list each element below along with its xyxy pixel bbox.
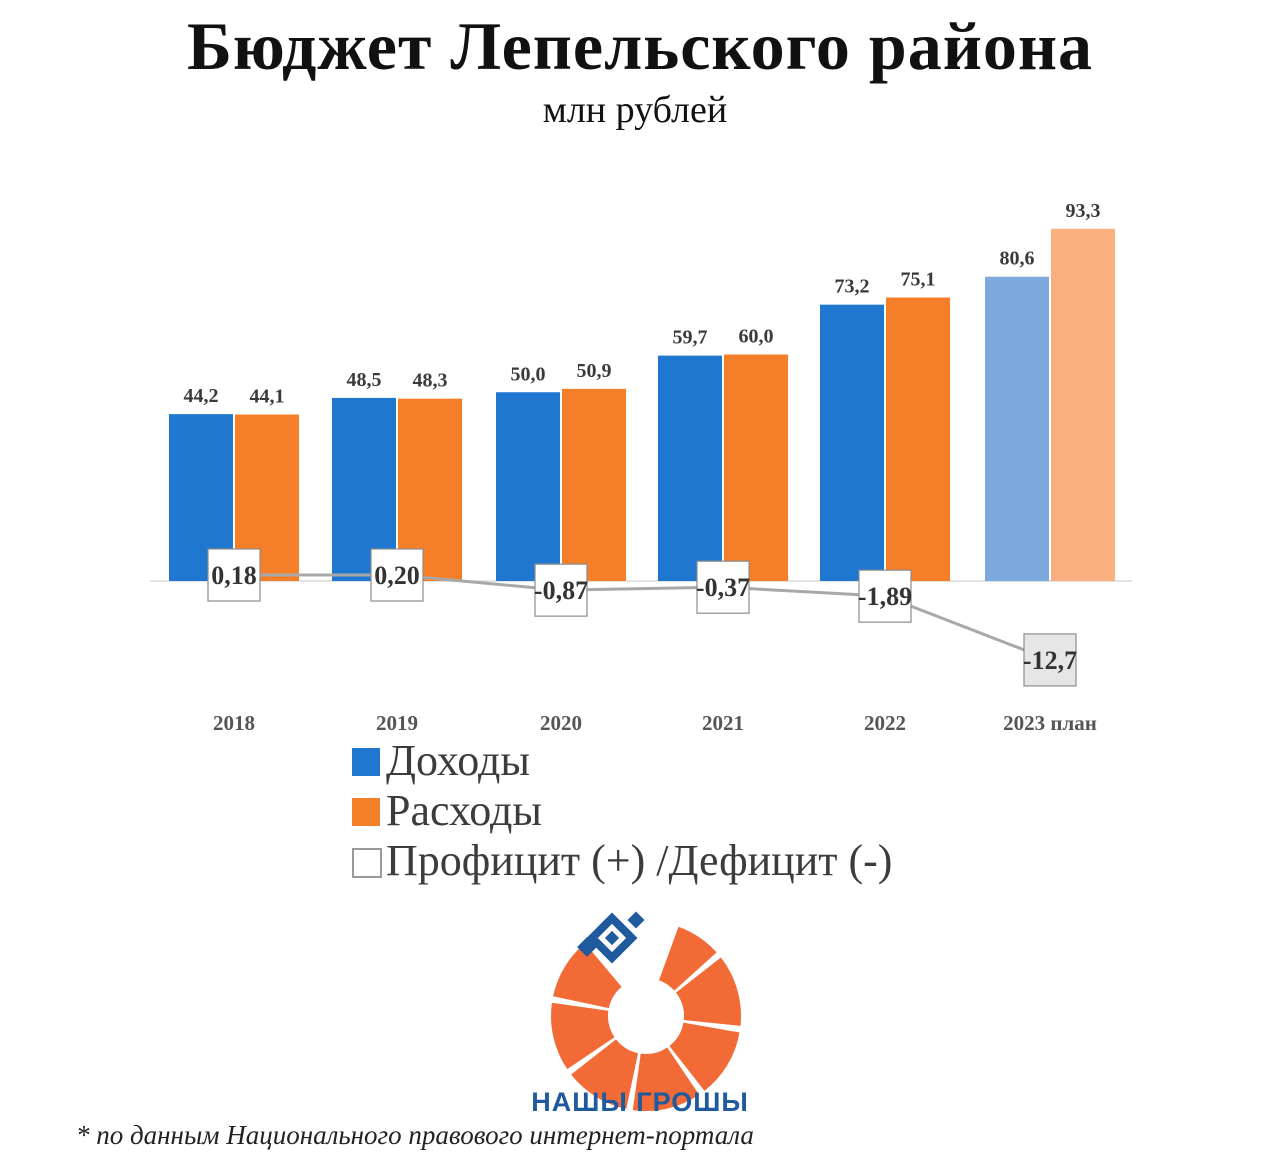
balance-box-2 [534,563,588,617]
logo-slice-0 [658,926,717,991]
x-tick-label-2: 2020 [540,711,582,735]
data-label-expense-2: 50,9 [577,360,612,382]
data-label-income-0: 44,2 [184,385,219,407]
data-label-income-1: 48,5 [347,369,382,391]
data-label-expense-5: 93,3 [1066,200,1101,222]
legend-swatch-balance [352,848,382,878]
balance-box-3 [696,560,750,614]
budget-chart: 44,2 44,1 2018 48,5 48,3 2019 50,0 50,9 2020 59,7… [150,200,1132,735]
data-label-expense-3: 60,0 [739,326,774,348]
data-label-expense-0: 44,1 [250,386,285,408]
logo-slice-4 [571,1039,639,1109]
legend-label-income: Доходы [386,736,530,785]
chart-title: Бюджет Лепельского района [186,8,1094,84]
data-label-expense-4: 75,1 [901,268,936,290]
chart-subtitle: млн рублей [542,89,728,131]
x-tick-label-0: 2018 [213,711,255,735]
balance-label-4: -1,89 [858,582,912,611]
legend-label-balance: Профицит (+) /Дефицит (-) [386,836,893,885]
x-tick-label-3: 2021 [702,711,744,735]
data-label-income-4: 73,2 [835,276,870,298]
logo-slice-5 [551,1002,615,1070]
balance-label-0: 0,18 [211,561,257,590]
data-label-income-2: 50,0 [511,363,546,385]
data-label-income-5: 80,6 [1000,248,1035,270]
bar-income-4 [820,304,884,581]
balance-label-5: -12,7 [1023,646,1077,675]
x-tick-label-5: 2023 план [1003,711,1097,735]
balance-box-4 [858,569,912,623]
logo-slice-2 [669,1022,740,1091]
logo-text: НАШЫ ГРОШЫ [531,1087,749,1117]
bar-expense-4 [886,297,950,581]
legend-swatch-income [352,748,380,776]
nashy-groshy-logo [551,911,741,1111]
bar-income-2 [496,392,560,581]
logo-slice-3 [632,1047,700,1111]
data-label-expense-1: 48,3 [413,370,448,392]
logo-slice-1 [675,957,741,1026]
footnote: * по данным Национального правового инте… [76,1120,754,1150]
balance-label-2: -0,87 [534,576,588,605]
balance-line [234,573,1051,662]
data-label-income-3: 59,7 [673,327,708,349]
balance-box-5 [1023,633,1077,687]
balance-label-3: -0,37 [696,573,750,602]
balance-label-1: 0,20 [374,561,420,590]
x-tick-label-4: 2022 [864,711,906,735]
legend-swatch-expense [352,798,380,826]
bar-expense-3 [724,354,788,581]
logo-slice-6 [553,943,622,1009]
balance-box-0 [207,548,261,602]
bar-expense-2 [562,388,626,581]
bar-income-5 [985,276,1049,581]
balance-box-1 [370,548,424,602]
ornament-icon [577,911,645,964]
bar-expense-5 [1051,228,1115,582]
bar-income-3 [658,355,722,581]
x-tick-label-1: 2019 [376,711,418,735]
legend-label-expense: Расходы [386,786,542,835]
